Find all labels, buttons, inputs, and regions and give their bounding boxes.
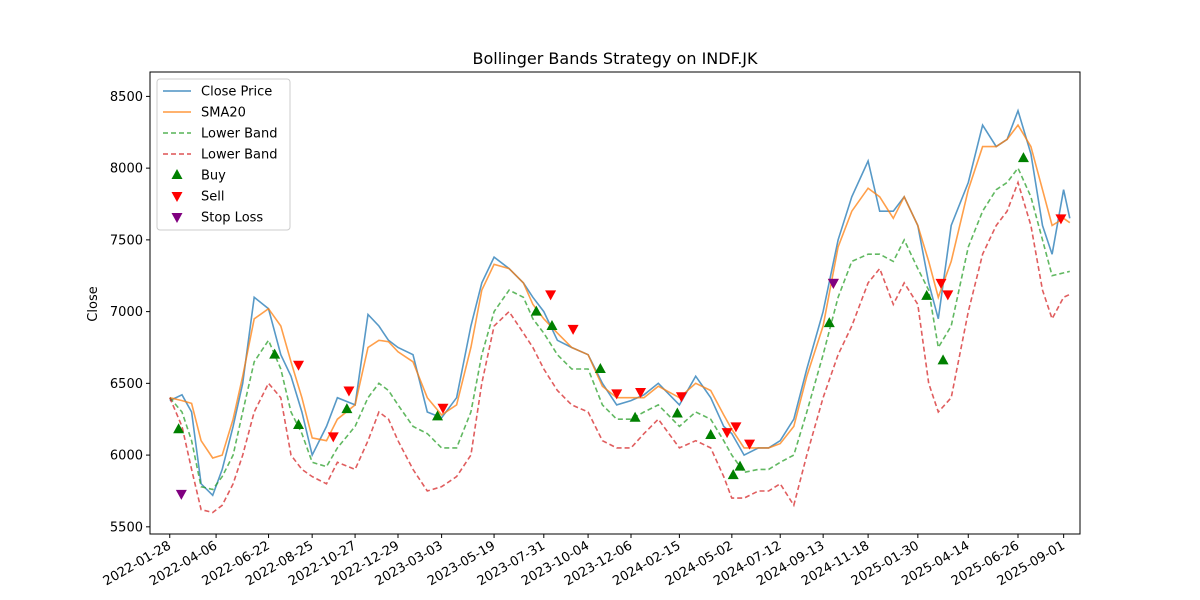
signal-marker-0-5	[530, 305, 542, 316]
signal-marker-0-16	[1017, 152, 1029, 163]
signal-marker-1-6	[611, 389, 623, 400]
legend-label-4: Buy	[201, 169, 226, 184]
signal-marker-0-10	[705, 429, 717, 439]
signal-marker-1-5	[567, 324, 579, 335]
signal-marker-1-14	[942, 290, 954, 301]
signal-marker-0-3	[341, 403, 353, 414]
plot-frame	[149, 71, 1081, 535]
series-layer	[169, 108, 1071, 514]
signal-layer	[173, 152, 1067, 500]
y-tick-label-0: 5500	[110, 520, 143, 535]
legend-swatch-6	[171, 213, 183, 223]
legend-swatch-4	[171, 169, 183, 179]
signal-marker-1-9	[721, 428, 733, 439]
legend-swatch-5	[171, 192, 183, 202]
signal-marker-2-0	[175, 489, 187, 500]
legend-label-6: Stop Loss	[201, 211, 263, 226]
signal-marker-0-0	[173, 423, 185, 434]
chart-title: Bollinger Bands Strategy on INDF.JK	[473, 49, 759, 68]
signal-marker-0-12	[734, 460, 746, 471]
legend-box	[156, 78, 291, 231]
y-tick-label-6: 8500	[110, 90, 143, 105]
signal-marker-0-9	[671, 407, 683, 418]
legend-label-0: Close Price	[201, 85, 272, 100]
x-axis: 2022-01-282022-04-062022-06-222022-08-25…	[101, 534, 1068, 589]
signal-marker-2-1	[827, 278, 839, 289]
signal-marker-0-8	[629, 411, 641, 422]
signal-marker-0-15	[937, 354, 949, 365]
signal-marker-0-4	[432, 410, 444, 421]
y-tick-label-4: 7500	[110, 233, 143, 248]
y-axis: 5500 6000 6500 7000 7500 8000 8500	[110, 90, 150, 535]
signal-marker-1-11	[744, 439, 756, 450]
y-tick-label-1: 6000	[110, 449, 143, 464]
series-line-2	[169, 166, 1070, 491]
legend-label-1: SMA20	[201, 106, 246, 121]
signal-marker-1-1	[327, 432, 339, 443]
signal-marker-0-14	[921, 289, 933, 300]
signal-marker-0-6	[546, 319, 558, 330]
y-tick-label-3: 7000	[110, 305, 143, 320]
series-line-3	[169, 180, 1071, 514]
y-tick-label-2: 6500	[110, 377, 143, 392]
legend-label-5: Sell	[201, 190, 224, 205]
signal-marker-1-3	[437, 403, 449, 414]
series-line-0	[169, 108, 1071, 497]
signal-marker-1-10	[730, 422, 742, 433]
signal-marker-1-8	[675, 392, 687, 403]
y-axis-label: Close	[86, 286, 101, 321]
signal-marker-1-4	[545, 290, 557, 301]
y-tick-label-5: 8000	[110, 162, 143, 177]
signal-marker-1-0	[293, 360, 305, 371]
signal-marker-0-11	[727, 469, 739, 480]
signal-marker-0-1	[269, 348, 281, 359]
signal-marker-1-15	[1055, 214, 1067, 225]
series-line-1	[169, 123, 1071, 459]
signal-marker-0-7	[594, 363, 606, 373]
signal-marker-1-7	[635, 387, 647, 398]
signal-marker-1-2	[343, 386, 355, 397]
signal-marker-1-13	[935, 278, 947, 289]
legend-label-2: Lower Band	[201, 127, 277, 142]
signal-marker-0-2	[293, 418, 305, 429]
legend-label-3: Lower Band	[201, 148, 277, 163]
legend: Close Price SMA20 Lower Band Lower Band Buy S…	[156, 78, 291, 231]
signal-marker-0-13	[823, 317, 835, 328]
